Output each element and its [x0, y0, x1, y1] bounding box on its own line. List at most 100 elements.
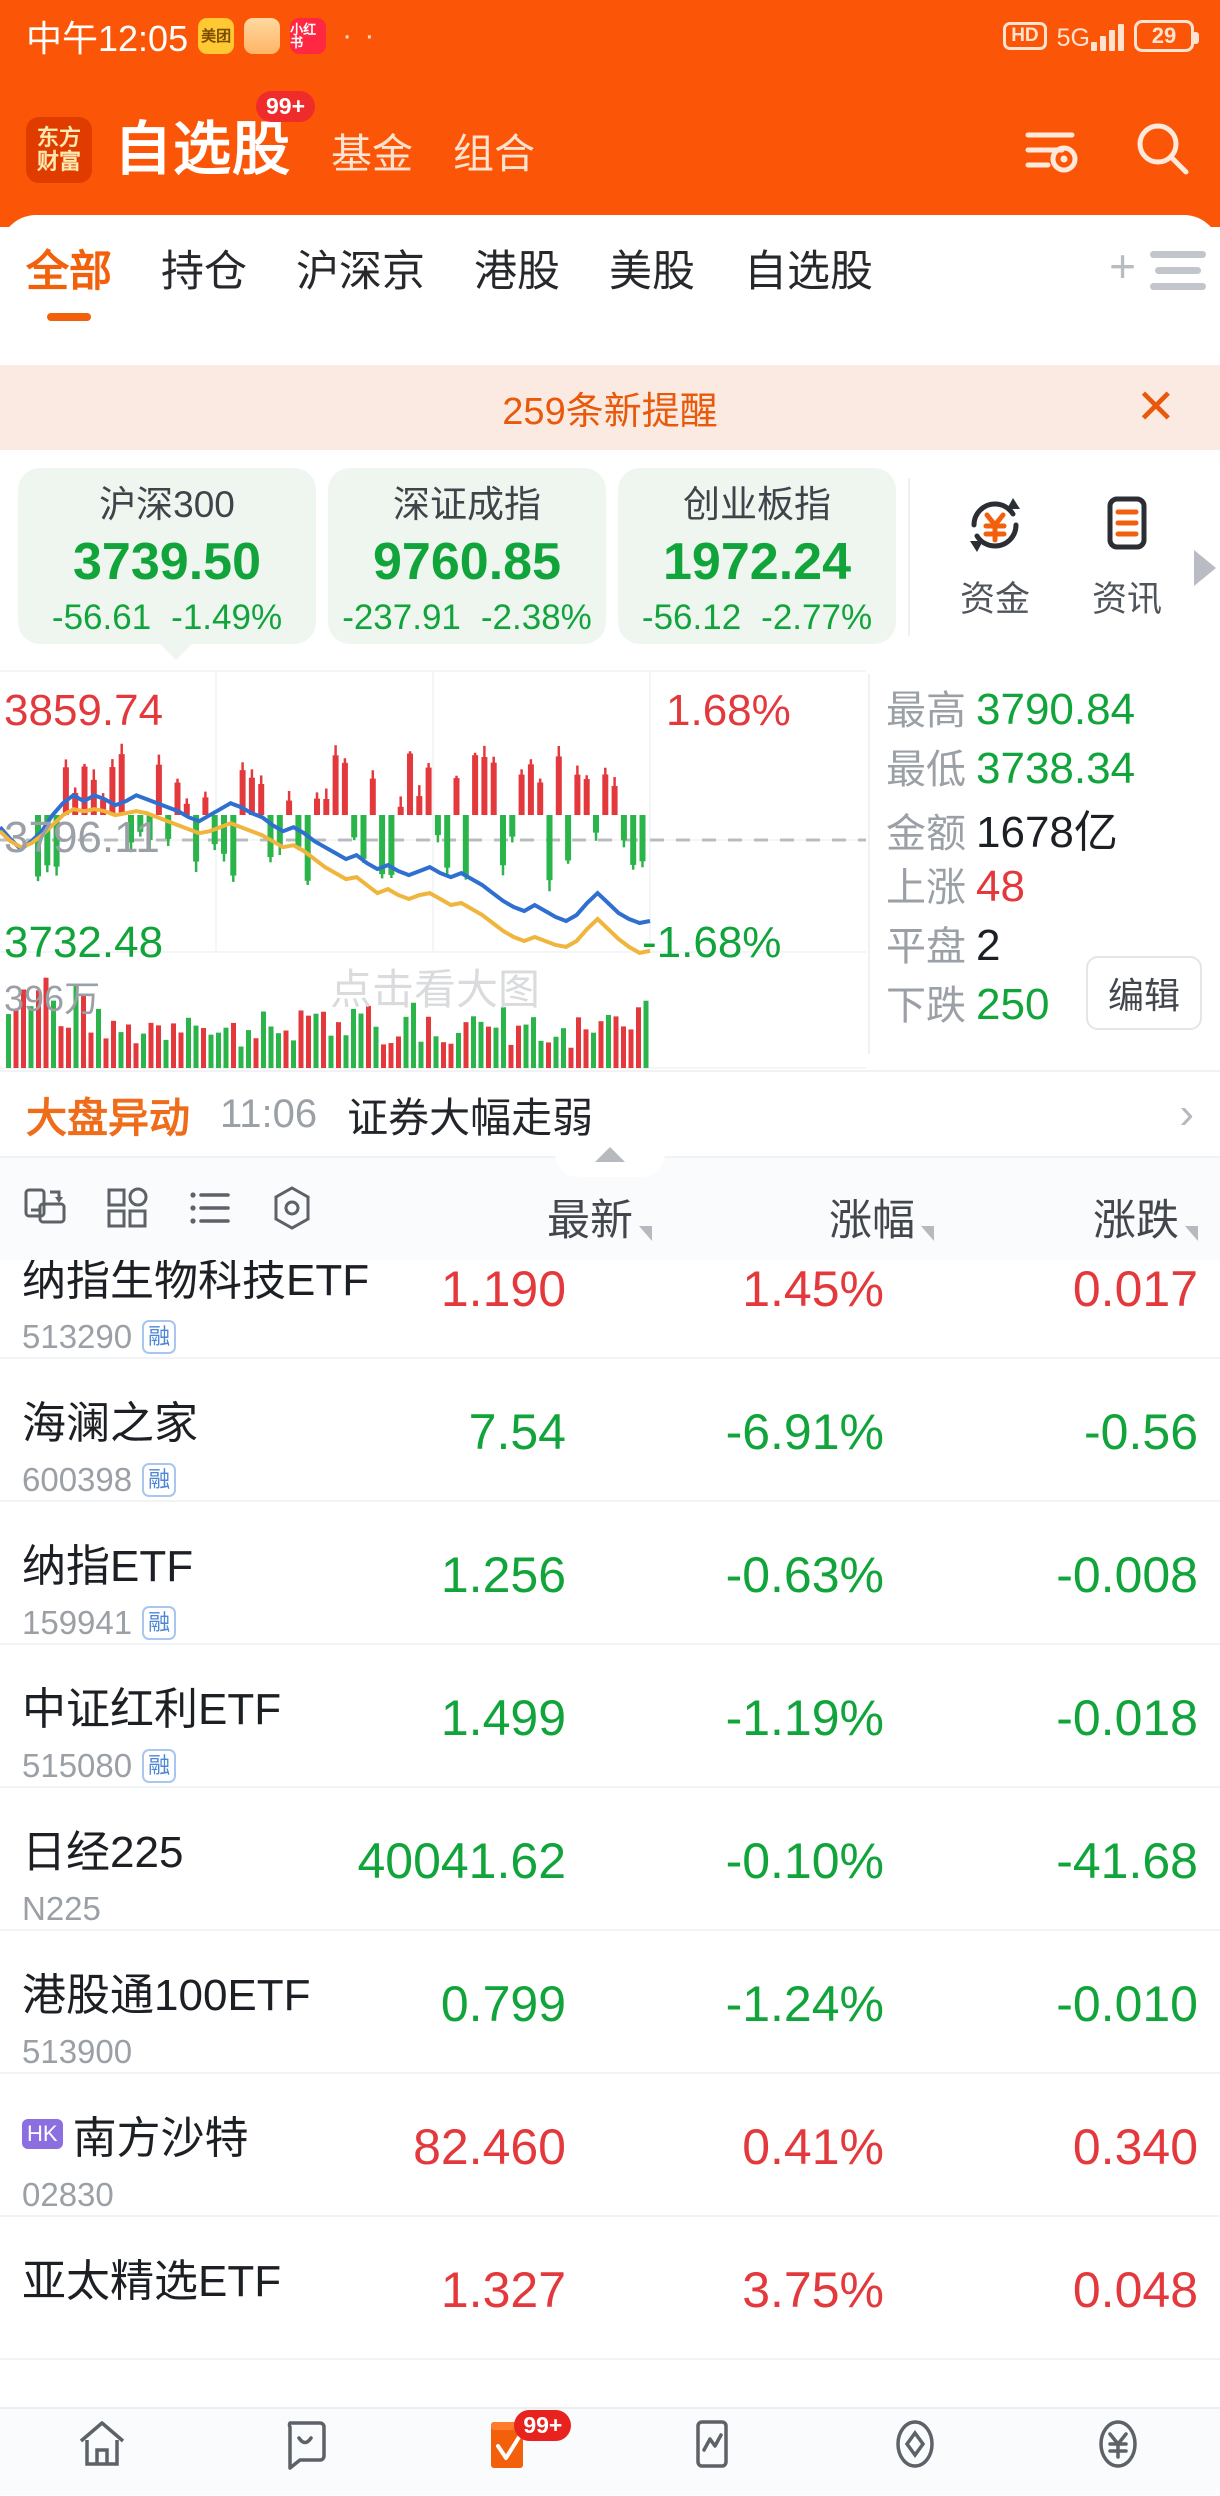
target-icon[interactable] [268, 1184, 316, 1232]
tab-hushenjing[interactable]: 沪深京 [296, 248, 425, 296]
collapse-handle[interactable] [555, 1141, 665, 1177]
index-price: 1972.24 [663, 533, 851, 591]
market-icon [695, 2420, 728, 2468]
chart-volume-label: 396万 [4, 978, 101, 1019]
stock-last-price: 1.190 [440, 1261, 566, 1317]
table-row[interactable]: 日经225 N225 40041.62 -0.10% -41.68 [0, 1788, 1220, 1931]
bottom-nav-market[interactable] [610, 2408, 813, 2496]
alert-banner[interactable]: 259条新提醒 ✕ [0, 365, 1220, 450]
column-header-pct[interactable]: 涨幅 [829, 1186, 934, 1248]
header-nav-fund[interactable]: 基金 [331, 130, 414, 177]
stock-last-price: 7.54 [468, 1404, 566, 1460]
add-tab-button[interactable]: + [1109, 240, 1136, 292]
market-alert-tag: 大盘异动 [26, 1095, 190, 1141]
table-row[interactable]: 港股通100ETF 513900 0.799 -1.24% -0.010 [0, 1931, 1220, 2074]
quick-action-label: 资讯 [1091, 580, 1162, 619]
stock-change-pct: -6.91% [725, 1404, 884, 1460]
tab-holdings[interactable]: 持仓 [161, 248, 247, 296]
tab-sheet: 全部 持仓 沪深京 港股 美股 自选股 + [0, 215, 1220, 365]
category-tabs: 全部 持仓 沪深京 港股 美股 自选股 [0, 237, 1220, 357]
list-settings-icon[interactable] [1022, 119, 1084, 181]
bottom-nav-message[interactable] [203, 2408, 406, 2496]
grid-icon[interactable] [104, 1184, 152, 1232]
meituan-app-icon: 美团 [198, 18, 235, 54]
scroll-right-arrow-icon[interactable] [1194, 550, 1216, 586]
tab-us[interactable]: 美股 [609, 248, 695, 296]
sort-arrow-icon [921, 1226, 934, 1241]
bottom-nav-home[interactable] [0, 2408, 203, 2496]
quick-action-news[interactable]: 资讯 [1062, 492, 1192, 622]
index-price: 9760.85 [373, 533, 561, 591]
diamond-icon [896, 2420, 934, 2468]
signal-bars-icon [1091, 21, 1124, 51]
tab-fade-overlay [1010, 233, 1070, 303]
stat-key: 平盘 [886, 925, 966, 969]
table-row[interactable]: 纳指ETF 159941 融 1.256 -0.63% -0.008 [0, 1502, 1220, 1645]
index-name: 沪深300 [99, 484, 235, 525]
table-row[interactable]: 海澜之家 600398 融 7.54 -6.91% -0.56 [0, 1359, 1220, 1502]
table-row[interactable]: 亚太精选ETF 1.327 3.75% 0.048 [0, 2217, 1220, 2360]
stock-name: 纳指ETF [22, 1542, 194, 1591]
table-row[interactable]: 中证红利ETF 515080 融 1.499 -1.19% -0.018 [0, 1645, 1220, 1788]
stock-last-price: 1.256 [440, 1547, 566, 1603]
index-card-hs300[interactable]: 沪深300 3739.50 -56.61 -1.49% [18, 468, 316, 644]
stock-last-price: 82.460 [413, 2119, 566, 2175]
stat-value: 2 [976, 921, 1001, 970]
stock-code: 515080 [22, 1747, 133, 1784]
hd-icon: HD [1003, 22, 1047, 50]
stock-last-price: 0.799 [440, 1976, 566, 2032]
divider [908, 478, 910, 636]
header-icons [1022, 119, 1194, 181]
index-pct: -2.38% [480, 598, 592, 637]
stock-sub: 159941 融 [22, 1604, 193, 1642]
stat-value: 3790.84 [976, 685, 1136, 734]
table-row[interactable]: HK 南方沙特 02830 82.460 0.41% 0.340 [0, 2074, 1220, 2217]
chevron-right-icon[interactable]: › [1179, 1089, 1194, 1138]
quick-action-funds[interactable]: 资金 [930, 492, 1060, 622]
stat-value: 48 [976, 862, 1025, 911]
index-card-szcz[interactable]: 深证成指 9760.85 -237.91 -2.38% [328, 468, 606, 644]
stock-name: 亚太精选ETF [22, 2257, 282, 2306]
hamburger-icon[interactable] [1150, 251, 1206, 299]
stock-identity: 日经225 N225 [22, 1816, 183, 1928]
yuan-icon [1099, 2420, 1138, 2468]
bottom-nav-watchlist[interactable]: 99+ [407, 2408, 610, 2496]
index-name: 创业板指 [683, 484, 831, 525]
column-header-last[interactable]: 最新 [547, 1186, 652, 1248]
index-change: -56.61 [51, 598, 152, 637]
chart-high-label: 3859.74 [4, 686, 164, 735]
stat-key: 最高 [886, 689, 966, 733]
stock-name: 纳指生物科技ETF [22, 1260, 370, 1305]
index-card-cyb[interactable]: 创业板指 1972.24 -56.12 -2.77% [618, 468, 896, 644]
stat-value: 1678亿 [976, 808, 1118, 857]
index-chart[interactable]: 3859.74 3796.11 3732.48 396万 1.68% -1.68… [0, 670, 866, 1070]
stat-key: 最低 [886, 748, 966, 792]
tab-all[interactable]: 全部 [26, 237, 112, 299]
bottom-nav-yuan[interactable] [1017, 2408, 1220, 2496]
chart-watermark: 点击看大图 [330, 966, 541, 1013]
stat-row-high: 最高 3790.84 [886, 678, 1135, 736]
margin-badge: 融 [142, 1749, 177, 1783]
header-nav-portfolio[interactable]: 组合 [453, 130, 536, 177]
bottom-nav-diamond[interactable] [813, 2408, 1016, 2496]
compare-icon[interactable] [22, 1184, 70, 1232]
column-label: 最新 [547, 1197, 633, 1245]
stock-list[interactable]: 纳指生物科技ETF 513290 融 1.190 1.45% 0.017 海澜之家 60039… [0, 1260, 1220, 2406]
stat-value: 250 [976, 980, 1050, 1029]
edit-button[interactable]: 编辑 [1085, 956, 1202, 1030]
status-time: 中午12:05 [26, 18, 189, 59]
tab-watchlist[interactable]: 自选股 [744, 248, 873, 296]
search-icon[interactable] [1132, 119, 1194, 181]
market-badge: HK [22, 2118, 63, 2150]
column-header-change[interactable]: 涨跌 [1093, 1186, 1198, 1248]
nav-badge: 99+ [514, 2410, 572, 2442]
tab-hk[interactable]: 港股 [474, 248, 560, 296]
stock-change-pct: -1.19% [725, 1690, 884, 1746]
list-icon[interactable] [186, 1184, 234, 1232]
table-row[interactable]: 纳指生物科技ETF 513290 融 1.190 1.45% 0.017 [0, 1260, 1220, 1359]
stock-last-price: 40041.62 [357, 1833, 566, 1889]
note-app-icon [244, 18, 281, 54]
close-icon[interactable]: ✕ [1135, 380, 1176, 434]
stock-sub: 515080 融 [22, 1747, 281, 1785]
stock-sub: 513290 融 [22, 1318, 369, 1356]
